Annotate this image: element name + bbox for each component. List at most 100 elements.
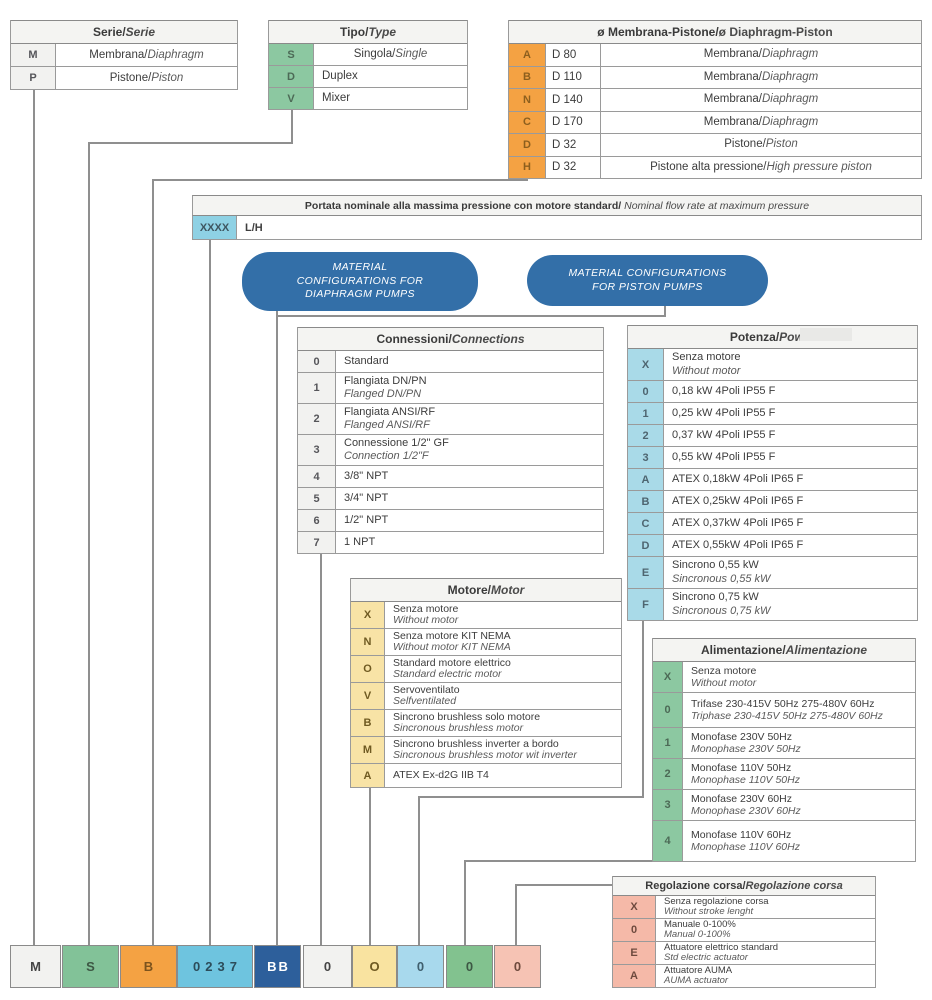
description-en: Diaphragm: [761, 70, 819, 83]
description-it: Connessione 1/2" GF: [344, 437, 449, 449]
description-it: Duplex: [322, 70, 358, 82]
description-cell: Senza motore Without motor: [664, 349, 917, 380]
flow-rate-header: Portata nominale alla massima pressione …: [192, 195, 922, 216]
flow-rate-row: XXXX L/H: [192, 216, 922, 240]
code-cell: X: [628, 349, 664, 380]
code-cell: B: [509, 66, 546, 88]
description-it: Senza motore: [672, 351, 741, 363]
code-cell: A: [613, 965, 656, 987]
description-it: Sincrono 0,55 kW: [672, 559, 759, 571]
flow-rate-title-it: Portata nominale alla massima pressione …: [304, 199, 622, 212]
alim-row-2: 2 Monofase 110V 50Hz Monophase 110V 50Hz: [653, 759, 915, 790]
description-cell: 3/8" NPT: [336, 466, 603, 487]
code-cell: S: [269, 44, 314, 65]
description-cell: Senza motore Without motor: [385, 602, 621, 628]
description-en: Selfventilated: [393, 695, 457, 707]
model-code-cell-9: 0: [446, 945, 493, 988]
connector-tipo: [88, 142, 90, 946]
conn-row-3: 3 Connessione 1/2" GF Connection 1/2"F: [298, 435, 603, 466]
flow-rate-code-cell: XXXX: [192, 216, 237, 240]
code-cell: X: [613, 896, 656, 918]
connector-power-horizontal: [418, 796, 643, 798]
material-config-piston-button[interactable]: MATERIAL CONFIGURATIONS FOR PISTON PUMPS: [527, 255, 768, 306]
serie-header: Serie/Serie: [11, 20, 237, 44]
description-cell: Sincrono 0,75 kW Sincronous 0,75 kW: [664, 589, 917, 620]
code-cell: E: [628, 557, 664, 588]
description-it: Membrana/: [703, 115, 762, 128]
model-code-cell-7: O: [352, 945, 397, 988]
description-en: Diaphragm: [761, 93, 819, 106]
material-config-diaphragm-button[interactable]: MATERIAL CONFIGURATIONS FOR DIAPHRAGM PUMP…: [242, 252, 478, 311]
connector-motor: [369, 760, 371, 946]
conn-row-1: 1 Flangiata DN/PN Flanged DN/PN: [298, 373, 603, 404]
conn-row-2: 2 Flangiata ANSI/RF Flanged ANSI/RF: [298, 404, 603, 435]
connector-power-upper: [642, 600, 644, 798]
diaph-title-en: ø Diaphragm-Piston: [718, 25, 833, 39]
description-en: Diaphragm: [147, 48, 204, 61]
code-cell: 6: [298, 510, 336, 531]
code-cell: A: [351, 764, 385, 787]
description-en: Flanged ANSI/RF: [344, 419, 430, 431]
code-cell: 5: [298, 488, 336, 509]
reg-title-separator: /: [742, 880, 746, 892]
description-cell: Standard motore elettrico Standard electr…: [385, 656, 621, 682]
model-code-cell-2: S: [62, 945, 119, 988]
model-code-cell-5: BB: [254, 945, 301, 988]
mot-row-M: M Sincrono brushless inverter a bordo Sinc…: [351, 737, 621, 764]
description-it: Mixer: [322, 92, 351, 104]
description-cell: Duplex: [314, 66, 467, 87]
description-it: Sincrono 0,75 kW: [672, 591, 759, 603]
code-cell: 2: [628, 425, 664, 446]
description-it: Standard: [344, 355, 389, 367]
alim-title-it: Alimentazione: [700, 643, 783, 657]
pot-row-1: 1 0,25 kW 4Poli IP55 F: [628, 403, 917, 425]
description-it: ATEX 0,37kW 4Poli IP65 F: [672, 516, 804, 529]
size-cell: D 170: [546, 111, 601, 133]
mot-header: Motore/Motor: [351, 578, 621, 602]
description-it: Monofase 110V 60Hz: [691, 829, 792, 841]
description-it: Pistone/: [724, 138, 766, 151]
description-it: 1 NPT: [344, 536, 376, 548]
tipo-title-en: Type: [368, 25, 396, 39]
pot-title-it: Potenza: [729, 330, 776, 344]
description-en: Sincronous brushless motor: [393, 722, 524, 734]
description-cell: Membrana/Diaphragm: [601, 112, 921, 134]
motor-table: Motore/Motor X Senza motore Without motor N S…: [350, 578, 622, 788]
description-en: Connection 1/2"F: [344, 450, 429, 462]
description-en: Monophase 230V 60Hz: [691, 805, 801, 817]
serie-title-en: Serie: [125, 25, 156, 39]
description-cell: ATEX 0,25kW 4Poli IP65 F: [664, 491, 917, 512]
code-cell: 0: [628, 381, 664, 402]
tipo-title-it: Tipo: [339, 25, 366, 39]
description-cell: Monofase 230V 60Hz Monophase 230V 60Hz: [683, 790, 915, 820]
code-cell: D: [269, 66, 314, 87]
description-en: Monophase 230V 50Hz: [691, 743, 801, 755]
description-it: 0,37 kW 4Poli IP55 F: [672, 428, 776, 441]
diaph-header: ø Membrana-Pistone/ø Diaphragm-Piston: [509, 20, 921, 44]
description-cell: Connessione 1/2" GF Connection 1/2"F: [336, 435, 603, 465]
code-cell: X: [653, 662, 683, 692]
description-en: Std electric actuator: [664, 952, 748, 963]
code-cell: A: [509, 44, 546, 66]
description-cell: Pistone/Piston: [601, 134, 921, 156]
description-cell: Sincrono 0,55 kW Sincronous 0,55 kW: [664, 557, 917, 588]
code-cell: 0: [613, 919, 656, 941]
diaphragm-piston-table: ø Membrana-Pistone/ø Diaphragm-Piston A D …: [508, 20, 922, 179]
description-cell: Attuatore AUMA AUMA actuator: [656, 965, 875, 987]
conn-title-it: Connessioni: [376, 332, 449, 346]
material-box-line: MATERIAL CONFIGURATIONS: [568, 267, 727, 279]
serie-row-P: P Pistone/ Piston: [11, 67, 237, 90]
description-cell: Flangiata ANSI/RF Flanged ANSI/RF: [336, 404, 603, 434]
code-cell: B: [628, 491, 664, 512]
description-it: Standard motore elettrico: [393, 656, 511, 669]
description-cell: ATEX 0,37kW 4Poli IP65 F: [664, 513, 917, 534]
description-it: Flangiata DN/PN: [344, 375, 427, 387]
serie-table: Serie/Serie M Membrana/ Diaphragm P Pistone/…: [10, 20, 238, 90]
size-cell: D 32: [546, 156, 601, 178]
description-cell: Monofase 110V 60Hz Monophase 110V 60Hz: [683, 821, 915, 861]
description-it: Pistone/: [109, 71, 152, 84]
description-cell: 0,25 kW 4Poli IP55 F: [664, 403, 917, 424]
mot-title-separator: /: [487, 583, 491, 597]
